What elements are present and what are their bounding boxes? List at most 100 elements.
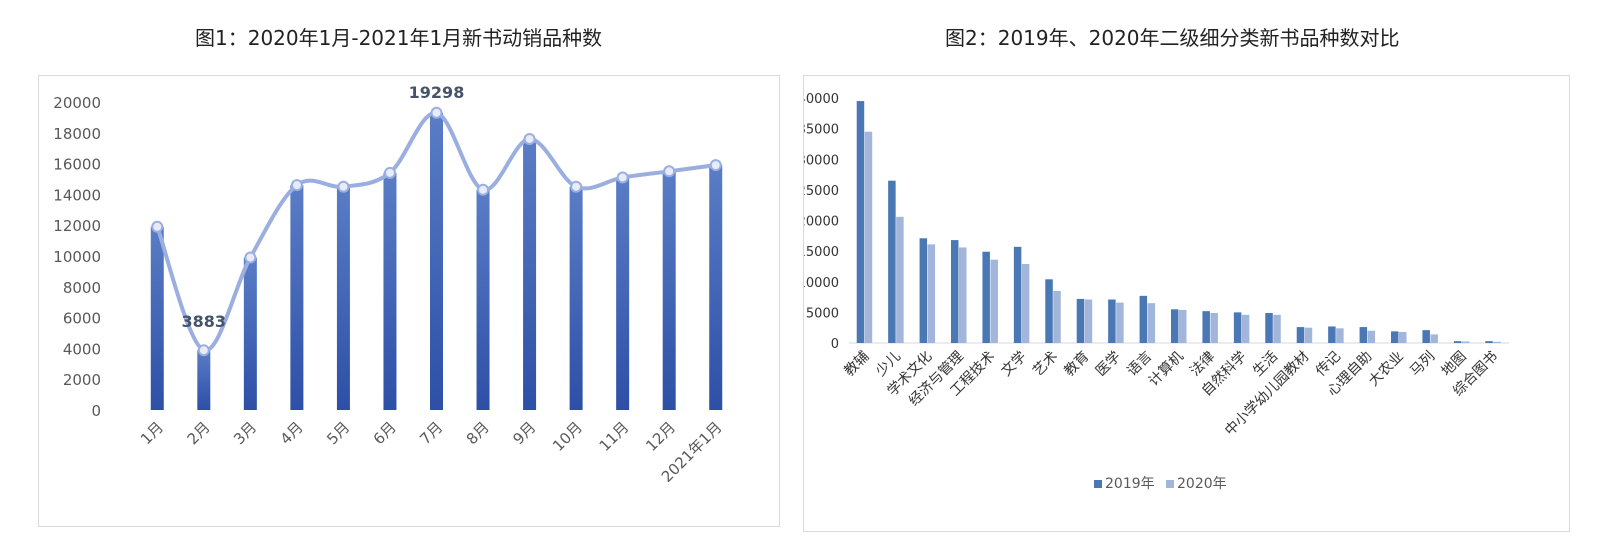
bar	[1147, 303, 1156, 343]
bar	[1453, 341, 1462, 343]
line-point	[383, 166, 396, 179]
bar	[383, 172, 397, 410]
line-point	[709, 159, 722, 172]
bar	[1422, 330, 1430, 343]
bar	[896, 216, 904, 343]
bar	[1084, 299, 1093, 343]
bar	[1485, 341, 1493, 343]
chart1-panel: 0 2000 4000 6000 8000 10000 12000 14000 16000 180…	[38, 75, 780, 527]
x-tick-label: 3月	[230, 418, 260, 448]
bar	[1359, 327, 1368, 343]
bar	[523, 138, 537, 410]
x-tick-label: 6月	[370, 418, 400, 448]
bar	[919, 238, 928, 343]
bar	[1021, 263, 1030, 343]
line-point	[244, 251, 257, 264]
data-label: 19298	[409, 83, 465, 102]
y-tick-label: 10000	[53, 248, 101, 266]
series-line	[155, 110, 716, 353]
bar	[569, 186, 583, 410]
bar	[1336, 328, 1344, 343]
bar	[662, 171, 676, 410]
y-tick-label: 14000	[53, 186, 101, 204]
x-tick-label: 教辅	[841, 349, 872, 380]
bar	[1013, 246, 1022, 343]
y-tick-label: 15000	[804, 245, 839, 260]
line-point	[523, 132, 536, 145]
y-tick-label: 16000	[53, 156, 101, 174]
bar	[888, 180, 896, 343]
bar	[1116, 302, 1124, 343]
line-point	[290, 179, 303, 192]
x-tick-label: 马列	[1407, 349, 1438, 380]
bar	[616, 177, 630, 410]
x-tick-label: 9月	[509, 418, 539, 448]
x-tick-label: 11月	[596, 418, 633, 455]
chart1-title: 图1：2020年1月-2021年1月新书动销品种数	[195, 26, 603, 50]
bar	[1461, 341, 1470, 343]
x-tick-label: 计算机	[1146, 349, 1187, 390]
y-tick-label: 2000	[63, 371, 101, 389]
y-tick-label: 20000	[804, 215, 839, 230]
bar	[336, 186, 350, 410]
x-tick-label: 2月	[184, 418, 214, 448]
bar	[1399, 331, 1407, 343]
bar	[243, 257, 257, 410]
y-tick-label: 8000	[63, 279, 101, 297]
x-tick-label: 7月	[416, 418, 446, 448]
x-tick-label: 8月	[463, 418, 493, 448]
line-point	[337, 180, 350, 193]
legend-swatch	[1094, 480, 1102, 488]
bar	[990, 259, 998, 343]
bar	[1108, 299, 1116, 343]
line-point	[151, 220, 164, 233]
bar	[982, 251, 990, 343]
x-tick-label: 大农业	[1366, 349, 1407, 390]
bar	[290, 185, 304, 410]
bar	[709, 165, 723, 410]
y-tick-label: 5000	[806, 306, 839, 321]
bar	[864, 131, 873, 343]
x-tick-label: 12月	[642, 418, 679, 455]
y-tick-label: 18000	[53, 125, 101, 143]
x-tick-label: 文学	[999, 349, 1030, 380]
y-tick-label: 10000	[804, 276, 839, 291]
bar	[1273, 314, 1281, 343]
y-tick-label: 35000	[804, 123, 839, 138]
bar	[1493, 341, 1501, 343]
y-tick-label: 0	[831, 337, 839, 352]
line-point	[570, 180, 583, 193]
x-tick-label: 5月	[323, 418, 353, 448]
y-tick-label: 20000	[53, 94, 101, 112]
y-tick-label: 6000	[63, 310, 101, 328]
x-tick-label: 10月	[549, 418, 586, 455]
bar	[1328, 326, 1336, 343]
chart1-svg: 0 2000 4000 6000 8000 10000 12000 14000 16000 180…	[53, 83, 725, 486]
y-tick-label: 4000	[63, 340, 101, 358]
x-tick-label: 1月	[137, 418, 167, 448]
x-tick-label: 教育	[1061, 349, 1092, 380]
legend-label: 2020年	[1177, 476, 1227, 492]
chart2-title: 图2：2019年、2020年二级细分类新书品种数对比	[945, 26, 1400, 50]
bar	[1367, 330, 1376, 343]
bar	[1179, 309, 1187, 343]
line-point	[616, 171, 629, 184]
legend-label: 2019年	[1105, 476, 1155, 492]
bar	[1241, 314, 1250, 343]
bar	[856, 101, 865, 343]
bar	[1202, 311, 1210, 343]
bar	[1171, 309, 1179, 343]
x-tick-label: 艺术	[1030, 349, 1061, 380]
y-tick-label: 0	[91, 402, 101, 420]
legend-swatch	[1166, 480, 1174, 488]
y-tick-label: 30000	[804, 153, 839, 168]
y-tick-label: 12000	[53, 217, 101, 235]
bar	[430, 112, 443, 411]
line-point	[430, 106, 443, 119]
bar	[959, 247, 967, 343]
x-tick-label: 医学	[1093, 349, 1124, 380]
line-point	[197, 344, 210, 357]
chart2-panel: 0 5000 10000 15000 20000 25000 30000 35000 40000…	[798, 75, 1570, 532]
bar	[951, 240, 959, 343]
chart2-svg: 0 5000 10000 15000 20000 25000 30000 35000 40000…	[798, 92, 1509, 492]
